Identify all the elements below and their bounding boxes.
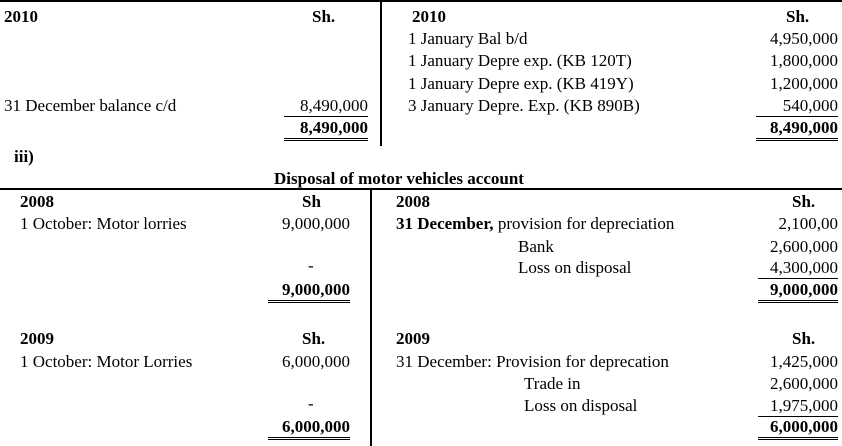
top-left-total: 8,490,000 [284,118,368,141]
block2009-right-year: 2009 [396,329,430,348]
top-right-year: 2010 [412,7,446,26]
top-left-row-label: 31 December balance c/d [4,96,177,115]
block2008-right-row3-amount: 4,300,000 [758,258,838,279]
block2008-left-row-label: 1 October: Motor lorries [20,214,187,233]
block2008-right-row1: 31 December, provision for depreciation [396,214,674,234]
block2009-right-row3-label: Loss on disposal [524,396,638,415]
block2008-right-row1-amount: 2,100,00 [778,214,839,233]
block2008-left-dash: - [308,256,314,275]
block2008-left-total: 9,000,000 [268,280,350,303]
top-right-total: 8,490,000 [756,118,838,141]
block2009-right-row1-label: 31 December: Provision for deprecation [396,352,669,371]
top-left-year: 2010 [4,7,38,26]
top-ledger-rule [0,0,842,2]
top-right-row-amount: 4,950,000 [770,29,838,48]
block2008-right-currency: Sh. [792,192,816,211]
block2008-right-total: 9,000,000 [758,280,838,303]
block2009-right-currency: Sh. [792,329,816,348]
block2009-left-total: 6,000,000 [268,417,350,440]
block2009-right-row3-amount: 1,975,000 [758,396,838,417]
section-label: iii) [14,147,34,166]
block2008-right-row1-date: 31 December, [396,214,494,233]
block2009-left-year: 2009 [20,329,54,348]
top-right-row-label: 1 January Depre exp. (KB 120T) [408,51,632,70]
block2009-right-row2-label: Trade in [524,374,581,393]
top-right-row-amount: 1,800,000 [770,51,838,70]
block2009-right-total: 6,000,000 [758,417,838,440]
top-left-currency: Sh. [312,7,336,26]
block2009-left-currency: Sh. [302,329,326,348]
block2009-right-row2-amount: 2,600,000 [770,374,838,393]
block2008-right-row3-label: Loss on disposal [518,258,632,277]
account-title: Disposal of motor vehicles account [274,169,524,188]
block2008-left-currency: Sh [302,192,321,211]
block2009-left-row-label: 1 October: Motor Lorries [20,352,193,371]
top-right-currency: Sh. [786,7,810,26]
block2008-right-row1-label: provision for depreciation [493,214,675,233]
top-right-row-amount: 1,200,000 [770,74,838,93]
block2009-left-row-amount: 6,000,000 [282,352,350,371]
block2008-right-row2-amount: 2,600,000 [770,237,838,256]
block2008-right-row2-label: Bank [518,237,554,256]
top-ledger-divider [380,0,382,146]
top-right-row-label: 1 January Depre exp. (KB 419Y) [408,74,634,93]
block2008-left-year: 2008 [20,192,54,211]
top-right-row-amount: 540,000 [756,96,838,117]
top-left-row-amount: 8,490,000 [284,96,368,117]
top-right-row-label: 1 January Bal b/d [408,29,528,48]
top-right-row-label: 3 January Depre. Exp. (KB 890B) [408,96,640,115]
account-rule [0,188,842,190]
block2008-left-row-amount: 9,000,000 [282,214,350,233]
block2009-right-row1-amount: 1,425,000 [770,352,838,371]
block2008-right-year: 2008 [396,192,430,211]
account-divider [370,188,372,446]
block2009-left-dash: - [308,394,314,413]
